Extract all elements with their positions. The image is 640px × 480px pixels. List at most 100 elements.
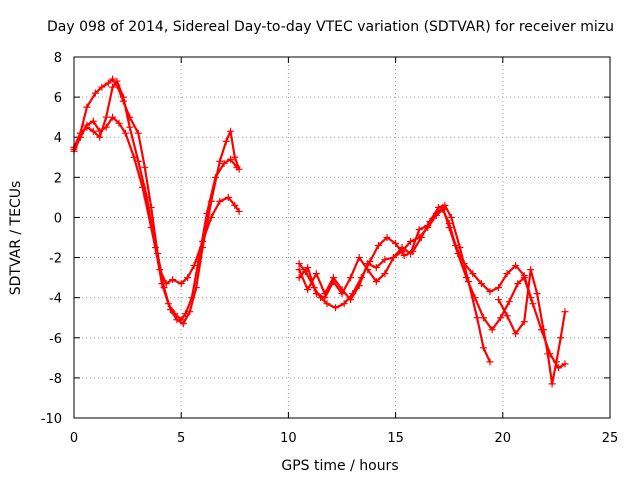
data-point: [364, 260, 372, 268]
data-point: [347, 296, 355, 304]
data-point: [512, 262, 520, 270]
data-point: [233, 163, 241, 171]
data-point: [169, 276, 177, 284]
x-tick-label: 20: [495, 431, 512, 446]
data-point: [329, 274, 337, 282]
x-tick-label: 25: [602, 431, 619, 446]
data-point: [400, 252, 408, 260]
data-point: [520, 318, 528, 326]
series-layer: [70, 75, 569, 388]
data-point: [415, 234, 423, 241]
data-point: [469, 270, 477, 278]
data-point: [109, 75, 117, 83]
y-tick-label: -6: [49, 332, 62, 347]
data-point: [102, 113, 110, 121]
plot-frame: [73, 56, 611, 419]
data-point: [381, 270, 389, 278]
data-point: [312, 290, 320, 298]
data-point: [119, 93, 127, 101]
data-point: [83, 103, 91, 111]
data-point: [91, 89, 99, 97]
data-point: [312, 270, 320, 278]
y-tick-label: -4: [49, 292, 62, 307]
data-point: [486, 358, 494, 366]
x-tick-label: 15: [387, 431, 404, 446]
data-point: [488, 326, 496, 334]
data-point: [96, 127, 104, 135]
data-point: [505, 298, 513, 306]
data-point: [381, 256, 389, 264]
y-tick-label: 4: [54, 131, 62, 146]
data-point: [121, 129, 129, 137]
data-point: [83, 121, 91, 129]
data-point: [104, 79, 112, 87]
data-point: [134, 129, 142, 137]
data-point: [374, 242, 382, 250]
data-point: [407, 250, 415, 258]
chart-title: Day 098 of 2014, Sidereal Day-to-day VTE…: [47, 19, 614, 35]
data-point: [96, 133, 104, 141]
data-point: [184, 274, 192, 282]
data-point: [389, 254, 397, 262]
data-point: [321, 290, 329, 298]
data-point: [520, 272, 528, 280]
data-point: [222, 137, 230, 145]
data-point: [533, 290, 541, 298]
data-point: [495, 284, 503, 292]
data-point: [177, 316, 185, 324]
data-point: [548, 380, 556, 388]
series-line: [72, 116, 241, 285]
data-point: [557, 334, 565, 342]
data-point: [561, 308, 569, 316]
data-point: [126, 123, 134, 131]
series-day-4: [295, 201, 494, 366]
data-point: [109, 83, 117, 91]
data-point: [415, 225, 423, 233]
data-point: [162, 280, 170, 288]
data-point: [304, 264, 312, 272]
data-point: [199, 238, 207, 246]
data-point: [203, 209, 211, 217]
y-tick-label: 0: [54, 211, 62, 226]
data-point: [139, 183, 147, 191]
data-point: [471, 294, 479, 302]
data-point: [460, 260, 468, 268]
data-point: [207, 213, 215, 221]
data-point: [529, 300, 537, 308]
x-tick-label: 5: [177, 431, 185, 446]
data-point: [503, 312, 511, 320]
data-point: [188, 294, 196, 302]
data-point: [497, 314, 505, 322]
data-point: [527, 266, 535, 274]
data-point: [220, 159, 228, 167]
x-axis-label: GPS time / hours: [281, 458, 398, 474]
data-point: [392, 240, 400, 248]
data-point: [212, 173, 220, 181]
y-tick-label: -10: [41, 412, 62, 427]
data-point: [332, 304, 340, 312]
data-point: [164, 300, 172, 308]
series-day-5: [295, 203, 535, 334]
data-point: [323, 300, 331, 308]
data-point: [171, 310, 179, 318]
data-point: [512, 330, 520, 338]
series-day-7: [495, 266, 569, 388]
data-point: [439, 205, 447, 213]
data-point: [295, 266, 303, 274]
y-tick-label: 8: [54, 51, 62, 66]
data-point: [480, 314, 488, 322]
data-point: [115, 119, 123, 127]
data-point: [355, 282, 363, 290]
data-point: [540, 326, 548, 334]
data-point: [503, 270, 511, 278]
data-point: [113, 77, 121, 85]
data-point: [340, 300, 348, 308]
data-point: [130, 153, 138, 161]
data-point: [179, 320, 187, 328]
series-day-2: [70, 77, 241, 324]
data-point: [224, 193, 232, 201]
data-point: [477, 280, 485, 288]
data-point: [561, 360, 569, 368]
data-point: [76, 133, 84, 141]
